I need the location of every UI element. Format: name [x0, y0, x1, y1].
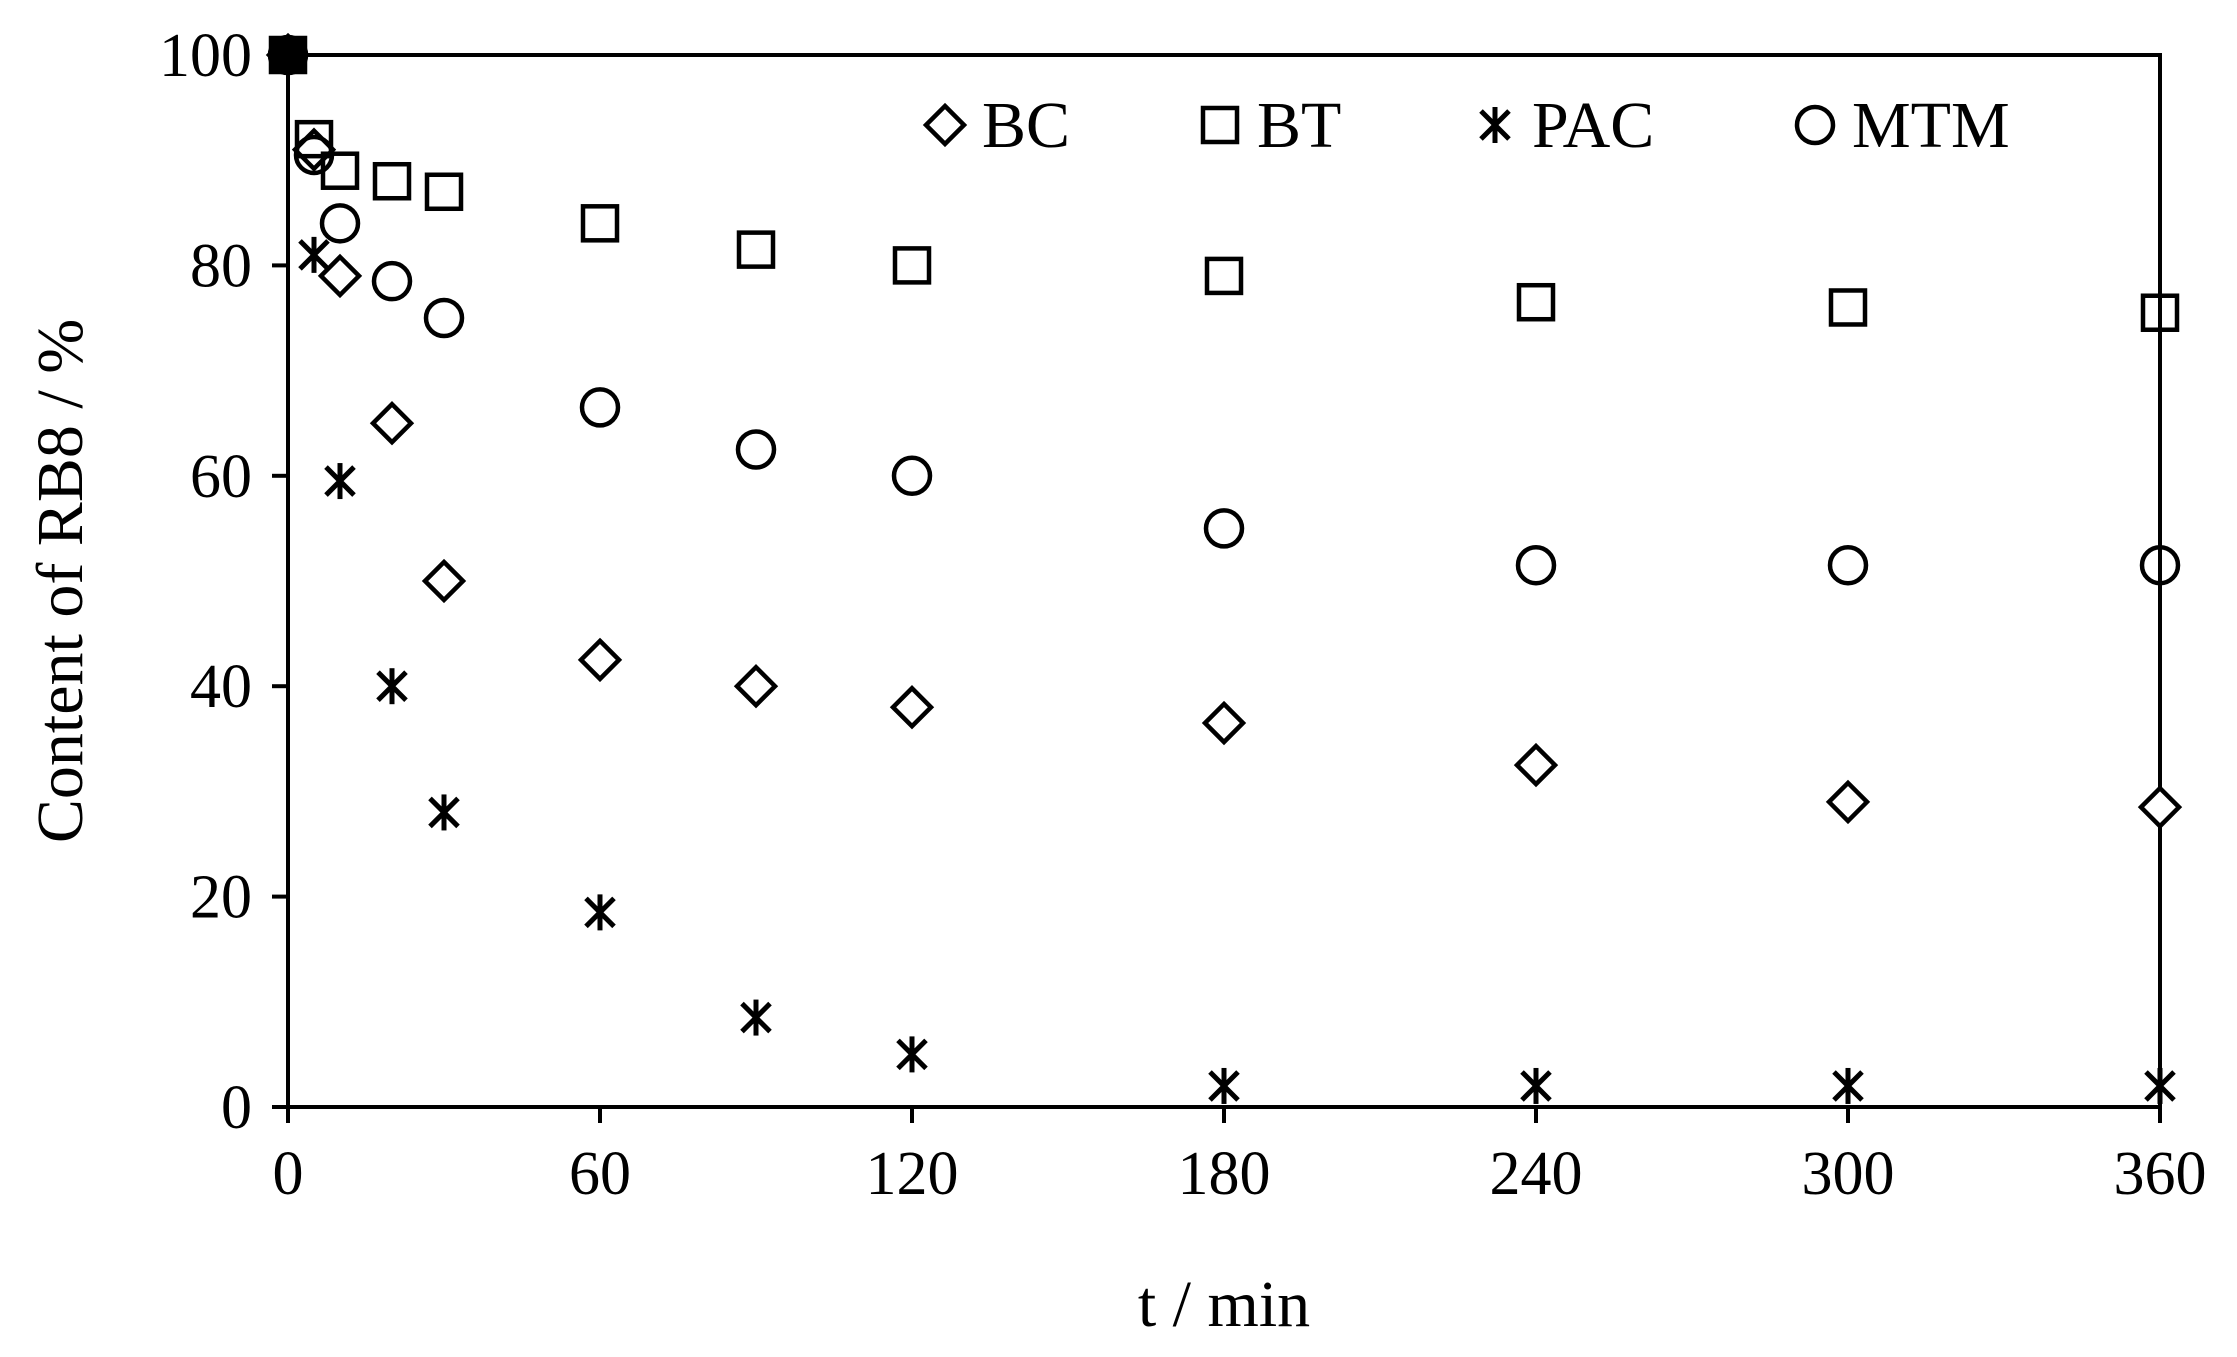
legend-marker-mtm	[1794, 104, 1836, 146]
data-point-bc	[421, 558, 467, 604]
data-point-pac	[584, 894, 616, 931]
x-tick-label: 180	[1178, 1140, 1271, 1208]
legend-marker-bt	[1200, 105, 1240, 145]
data-point-mtm	[1827, 544, 1869, 586]
data-point-mtm	[293, 134, 335, 176]
x-tick-label: 120	[866, 1140, 959, 1208]
legend-item-mtm: MTM	[1794, 89, 2010, 162]
data-point-bc	[2137, 784, 2183, 830]
y-tick-label: 20	[190, 864, 252, 932]
legend-item-bt: BT	[1200, 89, 1341, 162]
legend-label: MTM	[1852, 89, 2010, 162]
x-tick-label: 0	[273, 1140, 304, 1208]
data-point-mtm	[2139, 544, 2181, 586]
data-point-bt	[424, 172, 464, 212]
data-point-mtm	[423, 297, 465, 339]
y-axis-label: Content of RB8 / %	[24, 319, 97, 843]
legend-label: BC	[982, 89, 1070, 162]
data-point-bc	[1513, 742, 1559, 788]
data-point-mtm	[579, 387, 621, 428]
data-point-pac	[1208, 1067, 1240, 1104]
x-tick-label: 300	[1802, 1140, 1895, 1208]
data-point-mtm	[1515, 544, 1557, 586]
data-point-pac	[740, 999, 772, 1036]
data-point-mtm	[267, 34, 309, 76]
x-axis-label: t / min	[1138, 1268, 1310, 1341]
data-point-pac	[324, 463, 356, 500]
data-point-mtm	[1203, 508, 1245, 549]
legend-label: BT	[1257, 89, 1341, 162]
y-tick-label: 100	[159, 22, 252, 90]
y-tick-label: 0	[221, 1074, 252, 1142]
data-point-bt	[1204, 256, 1244, 296]
data-point-bc	[1825, 779, 1871, 825]
data-point-mtm	[371, 260, 413, 302]
series-pac	[272, 37, 2176, 1104]
data-series	[265, 32, 2183, 1104]
data-point-bt	[320, 151, 360, 190]
data-point-pac	[896, 1036, 928, 1073]
legend-marker-bc	[922, 102, 968, 148]
legend-label: PAC	[1532, 89, 1654, 162]
series-bt	[268, 35, 2180, 332]
plot-area	[286, 53, 2162, 1109]
data-point-pac	[2144, 1067, 2176, 1104]
data-point-bc	[889, 685, 935, 730]
y-axis-ticks: 0 20 40 60 80 100	[159, 22, 288, 1142]
data-point-bc	[369, 401, 415, 446]
data-point-mtm	[319, 203, 361, 244]
data-point-bt	[2140, 293, 2180, 332]
data-point-mtm	[735, 429, 777, 470]
data-point-bt	[736, 230, 776, 269]
data-point-bc	[317, 253, 363, 299]
data-point-bt	[372, 161, 412, 201]
x-tick-label: 360	[2114, 1140, 2207, 1208]
data-point-bt	[1516, 282, 1556, 322]
data-point-bc	[1201, 700, 1247, 746]
x-tick-label: 60	[569, 1140, 631, 1208]
legend-marker-pac	[1479, 107, 1511, 143]
data-point-bc	[577, 637, 623, 683]
data-point-pac	[1520, 1067, 1552, 1104]
legend: BC BT PAC MTM	[922, 89, 2010, 162]
y-tick-label: 40	[190, 653, 252, 721]
data-point-pac	[298, 236, 330, 273]
legend-item-pac: PAC	[1479, 89, 1654, 162]
series-mtm	[267, 34, 2181, 586]
y-tick-label: 80	[190, 232, 252, 300]
y-tick-label: 60	[190, 443, 252, 511]
data-point-bt	[580, 204, 620, 243]
data-point-bt	[1828, 288, 1868, 327]
data-point-pac	[428, 794, 460, 831]
x-axis-ticks: 0 60 120 180 240 300 360	[273, 1107, 2207, 1208]
x-tick-label: 240	[1490, 1140, 1583, 1208]
data-point-mtm	[891, 455, 933, 497]
data-point-bt	[294, 119, 334, 159]
data-point-bt	[892, 246, 932, 285]
legend-item-bc: BC	[922, 89, 1070, 162]
data-point-pac	[1832, 1067, 1864, 1104]
data-point-bc	[733, 664, 779, 709]
data-point-pac	[376, 668, 408, 705]
